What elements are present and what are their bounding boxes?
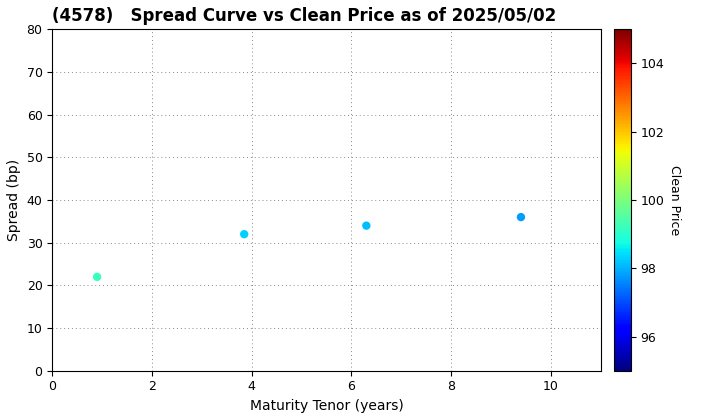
Point: [91, 273, 103, 280]
Y-axis label: Spread (bp): Spread (bp): [7, 159, 21, 241]
Point: [361, 222, 372, 229]
Y-axis label: Clean Price: Clean Price: [668, 165, 681, 235]
X-axis label: Maturity Tenor (years): Maturity Tenor (years): [250, 399, 403, 413]
Point: [238, 231, 250, 238]
Text: (4578)   Spread Curve vs Clean Price as of 2025/05/02: (4578) Spread Curve vs Clean Price as of…: [53, 7, 557, 25]
Point: [516, 214, 527, 220]
